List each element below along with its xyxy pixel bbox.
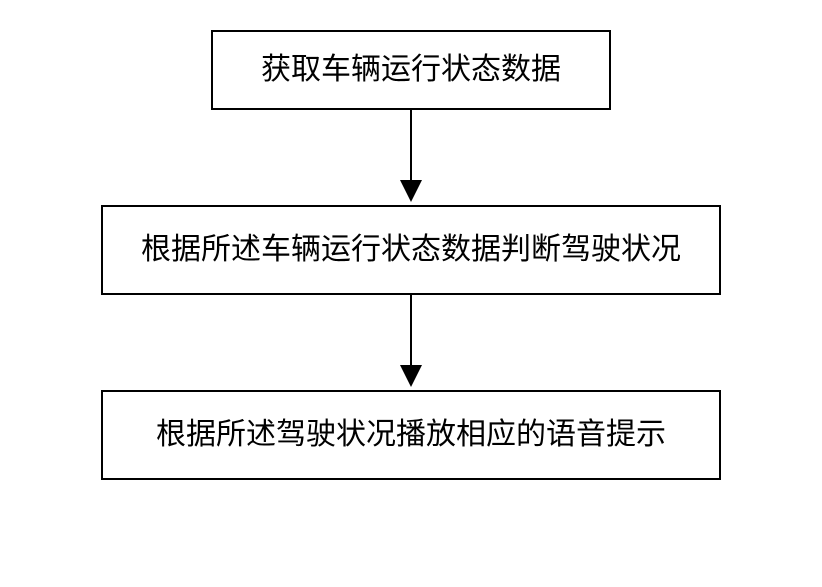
arrow-2	[396, 295, 426, 390]
flowchart-node-3: 根据所述驾驶状况播放相应的语音提示	[101, 390, 721, 480]
arrow-head-icon	[400, 365, 422, 387]
arrow-line	[410, 295, 412, 367]
flowchart-container: 获取车辆运行状态数据 根据所述车辆运行状态数据判断驾驶状况 根据所述驾驶状况播放…	[101, 30, 721, 480]
node-label: 根据所述驾驶状况播放相应的语音提示	[156, 417, 666, 453]
arrow-head-icon	[400, 180, 422, 202]
arrow-1	[396, 110, 426, 205]
node-label: 根据所述车辆运行状态数据判断驾驶状况	[141, 232, 681, 268]
node-label: 获取车辆运行状态数据	[261, 52, 561, 88]
flowchart-node-1: 获取车辆运行状态数据	[211, 30, 611, 110]
flowchart-node-2: 根据所述车辆运行状态数据判断驾驶状况	[101, 205, 721, 295]
arrow-line	[410, 110, 412, 182]
